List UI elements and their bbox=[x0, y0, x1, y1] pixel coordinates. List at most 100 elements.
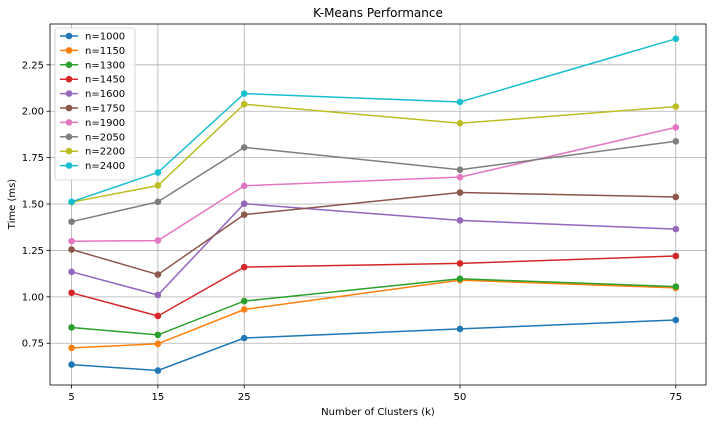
series-n=2400 bbox=[68, 35, 680, 206]
data-point bbox=[68, 268, 75, 276]
legend-item: n=1900 bbox=[60, 118, 125, 129]
series-line bbox=[71, 255, 676, 317]
data-point bbox=[68, 246, 75, 253]
data-point bbox=[68, 361, 75, 368]
y-tick-label: 2.25 bbox=[22, 60, 44, 71]
legend-swatch-marker bbox=[65, 119, 73, 126]
data-point bbox=[68, 289, 75, 297]
legend-label: n=1000 bbox=[85, 32, 125, 43]
data-point bbox=[240, 144, 248, 151]
data-point bbox=[456, 173, 464, 181]
legend-item: n=1450 bbox=[60, 75, 125, 86]
legend-item: n=1600 bbox=[60, 89, 125, 100]
legend-swatch-marker bbox=[65, 147, 73, 155]
data-point bbox=[672, 103, 680, 110]
data-point bbox=[154, 331, 162, 339]
legend-swatch-marker bbox=[65, 162, 73, 169]
data-point bbox=[240, 263, 248, 271]
legend-label: n=1750 bbox=[85, 104, 125, 115]
data-point bbox=[672, 124, 680, 131]
data-point bbox=[240, 306, 248, 313]
x-tick-label: 75 bbox=[669, 392, 682, 403]
series-line bbox=[71, 319, 676, 372]
x-tick-label: 15 bbox=[152, 392, 165, 403]
series-n=1300 bbox=[68, 275, 680, 339]
legend-item: n=2050 bbox=[60, 132, 125, 143]
data-point bbox=[672, 252, 680, 260]
chart-title: K-Means Performance bbox=[313, 6, 443, 20]
y-tick-label: 2.00 bbox=[22, 107, 44, 118]
x-tick-label: 5 bbox=[68, 392, 74, 403]
data-point bbox=[456, 189, 464, 196]
legend-label: n=2200 bbox=[85, 147, 125, 158]
data-point bbox=[154, 198, 162, 206]
data-point bbox=[240, 100, 248, 108]
legend-item: n=2200 bbox=[60, 147, 125, 158]
legend-swatch-marker bbox=[65, 61, 73, 69]
legend-item: n=1750 bbox=[60, 104, 125, 115]
x-tick-label: 25 bbox=[238, 392, 251, 403]
data-point bbox=[456, 325, 464, 333]
data-point bbox=[456, 260, 464, 267]
data-point bbox=[240, 211, 248, 218]
data-point bbox=[154, 169, 162, 176]
data-point bbox=[456, 98, 464, 106]
x-axis-label: Number of Clusters (k) bbox=[321, 407, 435, 418]
x-tick-label: 50 bbox=[454, 392, 467, 403]
y-tick-label: 1.75 bbox=[22, 153, 44, 164]
data-point bbox=[672, 283, 680, 290]
legend-item: n=2400 bbox=[60, 161, 125, 172]
data-point bbox=[154, 291, 162, 299]
legend-label: n=1450 bbox=[85, 75, 125, 86]
data-point bbox=[240, 200, 248, 207]
legend-item: n=1300 bbox=[60, 60, 125, 71]
plot-area-frame bbox=[49, 23, 707, 386]
data-point bbox=[154, 312, 162, 320]
series-line bbox=[71, 191, 676, 276]
data-point bbox=[154, 367, 162, 374]
legend-swatch-marker bbox=[65, 104, 73, 112]
series-n=1750 bbox=[68, 189, 680, 278]
legend-label: n=1900 bbox=[85, 118, 125, 129]
data-point bbox=[240, 297, 248, 305]
data-point bbox=[672, 193, 680, 201]
data-point bbox=[456, 119, 464, 127]
series-line bbox=[71, 278, 676, 336]
data-point bbox=[456, 217, 464, 224]
legend-label: n=2400 bbox=[85, 161, 125, 172]
series-n=1150 bbox=[68, 276, 680, 352]
data-point bbox=[154, 271, 162, 278]
x-axis-ticks: 5 15 25 50 75 bbox=[68, 385, 682, 403]
y-tick-label: 0.75 bbox=[22, 339, 44, 350]
legend-item: n=1150 bbox=[60, 46, 125, 57]
legend: n=1000 n=1150 n=1300 n=1450 n=1600 n=1750 n=19… bbox=[54, 27, 136, 181]
data-point bbox=[68, 237, 75, 245]
legend-swatch-marker bbox=[65, 90, 73, 97]
data-point bbox=[672, 138, 680, 145]
data-point bbox=[68, 218, 75, 225]
legend-label: n=1300 bbox=[85, 60, 125, 71]
data-point bbox=[154, 237, 162, 244]
series-n=1000 bbox=[68, 316, 680, 374]
data-point bbox=[672, 316, 680, 324]
legend-swatch-marker bbox=[65, 133, 73, 141]
series-lines bbox=[68, 35, 680, 374]
series-line bbox=[71, 202, 676, 296]
data-point bbox=[672, 35, 680, 43]
legend-label: n=2050 bbox=[85, 132, 125, 143]
y-tick-label: 1.25 bbox=[22, 246, 44, 257]
data-point bbox=[456, 166, 464, 173]
legend-box bbox=[54, 27, 136, 181]
legend-label: n=1150 bbox=[85, 46, 125, 57]
series-line bbox=[71, 126, 676, 242]
y-axis-ticks: 0.75 1.00 1.25 1.50 1.75 2.00 2.25 bbox=[22, 60, 50, 350]
y-axis-label: Time (ms) bbox=[7, 179, 18, 231]
series-n=1600 bbox=[68, 200, 680, 299]
data-point bbox=[672, 225, 680, 233]
data-point bbox=[240, 334, 248, 342]
legend-label: n=1600 bbox=[85, 89, 125, 100]
data-point bbox=[240, 182, 248, 190]
legend-swatch-marker bbox=[65, 32, 73, 40]
data-point bbox=[154, 182, 162, 189]
